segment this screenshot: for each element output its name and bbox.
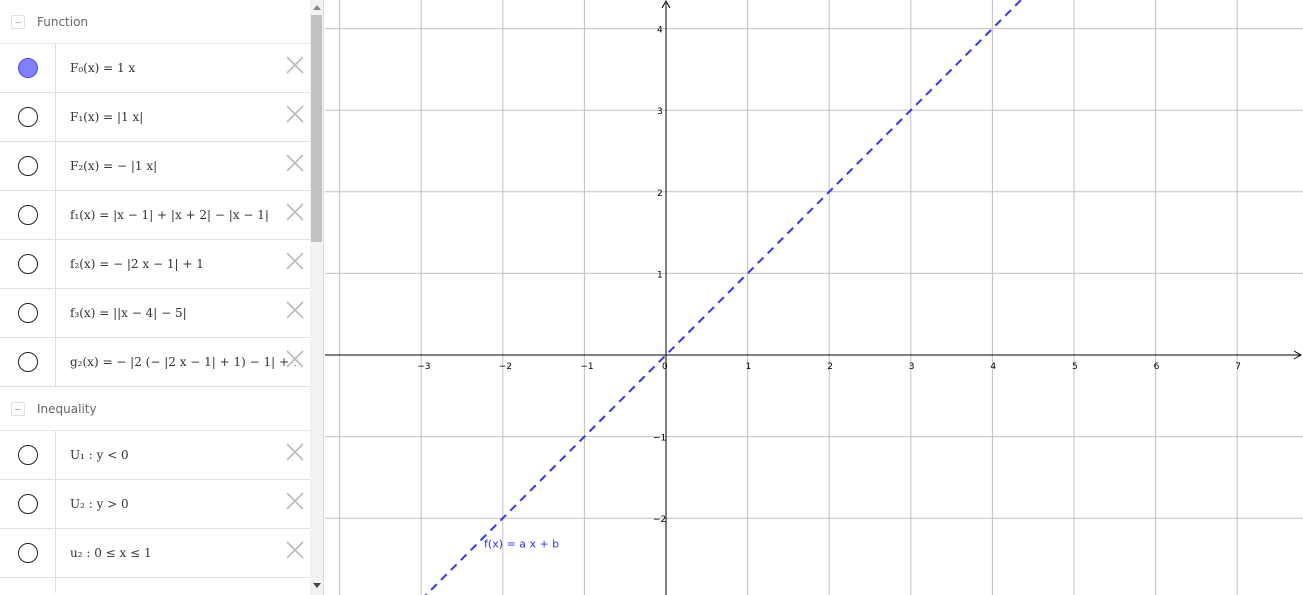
algebra-expression[interactable]: F₀(x) = 1 x [70, 61, 136, 75]
y-tick-label: 3 [657, 107, 663, 117]
algebra-expression[interactable]: U₁ : y < 0 [70, 448, 129, 462]
visibility-toggle[interactable] [17, 543, 38, 563]
algebra-item[interactable]: F₀(x) = 1 x [0, 44, 310, 93]
group-header-inequality[interactable]: Inequality [0, 387, 310, 431]
x-tick-label: 5 [1072, 362, 1078, 372]
x-tick-label: 1 [746, 362, 752, 372]
algebra-item[interactable] [0, 578, 310, 593]
visibility-toggle[interactable] [17, 58, 38, 78]
visibility-toggle[interactable] [17, 494, 38, 514]
x-tick-label: 3 [909, 362, 915, 372]
visibility-toggle[interactable] [17, 445, 38, 465]
algebra-item[interactable]: f₁(x) = |x − 1| + |x + 2| − |x − 1| [0, 191, 310, 240]
function-label: f(x) = a x + b [484, 538, 559, 551]
algebra-item[interactable]: u₂ : 0 ≤ x ≤ 1 [0, 529, 310, 578]
x-tick-label: 2 [827, 362, 833, 372]
visibility-toggle[interactable] [17, 107, 38, 127]
delete-icon[interactable] [286, 154, 304, 172]
algebra-view: Function F₀(x) = 1 x F₁(x) = |1 x| F₂(x)… [0, 0, 310, 593]
x-tick-label: 0 [662, 362, 668, 372]
algebra-expression[interactable]: f₂(x) = − |2 x − 1| + 1 [70, 257, 204, 271]
delete-icon[interactable] [286, 252, 304, 270]
algebra-item[interactable]: U₁ : y < 0 [0, 431, 310, 480]
delete-icon[interactable] [286, 301, 304, 319]
scroll-up-arrow[interactable] [313, 5, 321, 10]
x-tick-label: 6 [1154, 362, 1160, 372]
algebra-expression[interactable]: f₁(x) = |x − 1| + |x + 2| − |x − 1| [70, 208, 269, 222]
y-tick-label: 2 [657, 189, 663, 199]
visibility-toggle[interactable] [17, 254, 38, 274]
group-title: Function [37, 14, 89, 29]
group-header-function[interactable]: Function [0, 0, 310, 44]
algebra-expression[interactable]: F₂(x) = − |1 x| [70, 159, 158, 173]
algebra-item[interactable]: F₁(x) = |1 x| [0, 93, 310, 142]
algebra-expression[interactable]: F₁(x) = |1 x| [70, 110, 144, 124]
scrollbar[interactable] [310, 0, 324, 595]
delete-icon[interactable] [286, 541, 304, 559]
scroll-down-arrow[interactable] [313, 583, 321, 588]
group-title: Inequality [37, 401, 97, 416]
x-tick-label: −2 [499, 362, 512, 372]
algebra-expression[interactable]: u₂ : 0 ≤ x ≤ 1 [70, 546, 152, 560]
delete-icon[interactable] [286, 105, 304, 123]
x-axis-arrow-icon [1293, 350, 1303, 360]
algebra-expression[interactable]: f₃(x) = ||x − 4| − 5| [70, 306, 187, 320]
algebra-expression[interactable]: U₂ : y > 0 [70, 497, 129, 511]
visibility-toggle[interactable] [17, 352, 38, 372]
algebra-item[interactable]: f₃(x) = ||x − 4| − 5| [0, 289, 310, 338]
x-tick-label: −3 [417, 362, 430, 372]
delete-icon[interactable] [286, 350, 304, 368]
delete-icon[interactable] [286, 443, 304, 461]
y-tick-label: 1 [657, 270, 663, 280]
algebra-item[interactable]: U₂ : y > 0 [0, 480, 310, 529]
graphics-view[interactable]: −3 −2 −1 0 1 2 3 4 5 6 7 4 3 2 1 −1 −2 f(x) = a x + b [325, 0, 1303, 595]
algebra-item[interactable]: g₂(x) = − |2 (− |2 x − 1| + 1) − 1| + 1 [0, 338, 310, 387]
algebra-item[interactable]: f₂(x) = − |2 x − 1| + 1 [0, 240, 310, 289]
x-tick-label: −1 [580, 362, 593, 372]
y-tick-label: 4 [657, 26, 663, 36]
collapse-icon[interactable] [11, 401, 25, 416]
algebra-expression[interactable]: g₂(x) = − |2 (− |2 x − 1| + 1) − 1| + 1 [70, 355, 296, 369]
x-tick-label: 4 [990, 362, 996, 372]
x-tick-label: 7 [1235, 362, 1241, 372]
delete-icon[interactable] [286, 56, 304, 74]
visibility-toggle[interactable] [17, 303, 38, 323]
visibility-toggle[interactable] [17, 205, 38, 225]
collapse-icon[interactable] [11, 14, 25, 29]
scrollbar-thumb[interactable] [311, 15, 322, 242]
visibility-toggle[interactable] [17, 156, 38, 176]
y-tick-label: −2 [653, 515, 666, 525]
y-tick-label: −1 [653, 434, 666, 444]
delete-icon[interactable] [286, 492, 304, 510]
y-axis-arrow-icon [661, 0, 671, 9]
delete-icon[interactable] [286, 203, 304, 221]
algebra-item[interactable]: F₂(x) = − |1 x| [0, 142, 310, 191]
